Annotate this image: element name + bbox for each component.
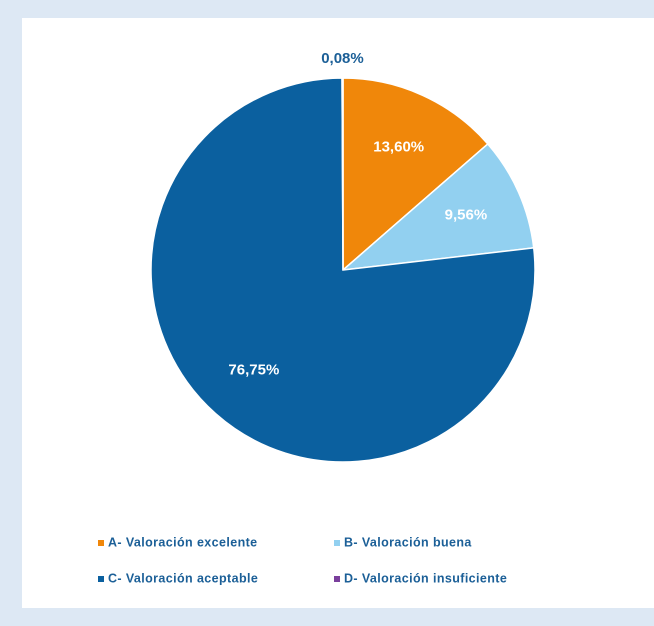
pie-slice: [342, 77, 489, 272]
slice-label: 0,08%: [321, 50, 364, 67]
legend-label: C- Valoración aceptable: [108, 571, 258, 585]
slice-label: 13,60%: [373, 139, 424, 156]
legend-label: D- Valoración insuficiente: [344, 571, 507, 585]
legend-swatch: [98, 576, 104, 582]
slice-label: 76,75%: [228, 362, 279, 379]
legend-label: A- Valoración excelente: [108, 535, 258, 549]
legend-label: B- Valoración buena: [344, 535, 472, 549]
legend-swatch: [98, 540, 104, 546]
pie-slice: [340, 142, 535, 272]
pie-slice: [341, 77, 344, 271]
slice-label: 9,56%: [445, 207, 488, 224]
legend-swatch: [334, 540, 340, 546]
pie-slice: [150, 77, 536, 463]
legend-swatch: [334, 576, 340, 582]
